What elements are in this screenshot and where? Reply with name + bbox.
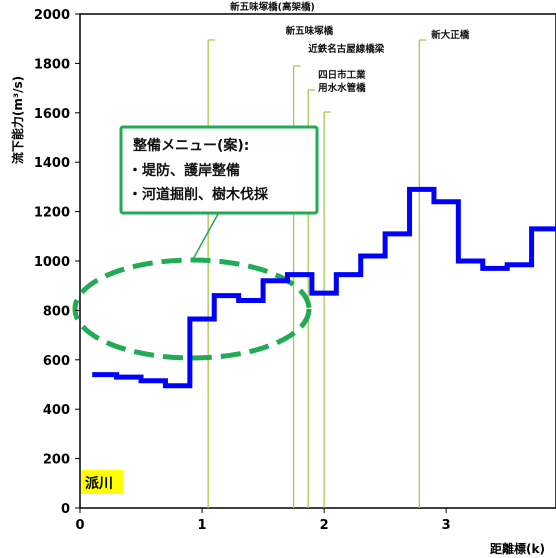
y-tick-label: 400 <box>43 403 70 418</box>
y-tick-label: 1000 <box>34 255 70 270</box>
x-tick-label: 2 <box>320 518 329 533</box>
y-axis: 0 200 400 600 800 1000 1200 1400 1600 1800 2000 <box>34 8 80 517</box>
y-tick-label: 1800 <box>34 57 70 72</box>
callout-connector <box>191 213 219 262</box>
y-tick-label: 600 <box>43 354 70 369</box>
y-tick-label: 800 <box>43 304 70 319</box>
y-tick-label: 0 <box>61 502 70 517</box>
y-tick-label: 1600 <box>34 107 70 122</box>
callout-line-2: ・河道掘削、樹木伐採 <box>128 186 269 203</box>
callout-line-1: ・堤防、護岸整備 <box>128 162 240 179</box>
series-group <box>92 186 556 389</box>
y-tick-label: 2000 <box>34 8 70 23</box>
reference-label: 近鉄名古屋線橋梁 <box>308 43 385 55</box>
x-tick-label: 1 <box>198 518 207 533</box>
y-axis-title: 流下能力(m³/s) <box>10 76 25 164</box>
river-label: 派川 <box>81 470 123 494</box>
reference-label: 新五味塚橋(高架橋) <box>230 1 315 13</box>
reference-label: 新大正橋 <box>431 29 470 41</box>
x-tick-label: 3 <box>442 518 451 533</box>
x-axis-title: 距離標(k) <box>490 541 545 556</box>
y-tick-label: 1200 <box>34 206 70 221</box>
y-tick-label: 1400 <box>34 156 70 171</box>
callout-title: 整備メニュー(案): <box>132 137 249 154</box>
reference-label: 新五味塚橋 <box>286 25 334 37</box>
y-tick-label: 200 <box>43 453 70 468</box>
river-name: 派川 <box>85 476 113 492</box>
callout-box: 整備メニュー(案): ・堤防、護岸整備 ・河道掘削、樹木伐採 <box>119 125 319 215</box>
x-tick-label: 0 <box>75 518 84 533</box>
series-line <box>92 186 556 389</box>
x-axis: 0 1 2 3 <box>75 508 451 533</box>
reference-label: 四日市工業用水水管橋 <box>317 69 366 94</box>
